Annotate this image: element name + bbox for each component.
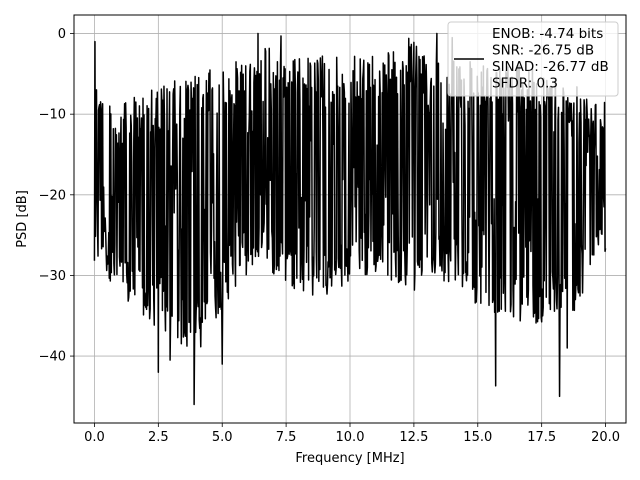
x-tick-label: 7.5	[276, 430, 297, 445]
y-axis-ticks: 0 −10 −20 −30 −40	[39, 27, 74, 365]
y-tick-label: −30	[39, 269, 66, 284]
y-tick-label: −20	[39, 188, 66, 203]
x-tick-label: 15.0	[463, 430, 492, 445]
x-axis-ticks: 0.0 2.5 5.0 7.5 10.0 12.5 15.0 17.5 20.0	[84, 423, 620, 445]
x-tick-label: 20.0	[591, 430, 620, 445]
x-axis-label: Frequency [MHz]	[295, 451, 404, 466]
legend-entry-sinad: SINAD: -26.77 dB	[492, 59, 609, 75]
y-tick-label: 0	[58, 27, 66, 42]
x-tick-label: 0.0	[84, 430, 105, 445]
legend-box	[447, 21, 619, 97]
y-axis-label: PSD [dB]	[15, 190, 30, 248]
x-tick-label: 2.5	[148, 430, 169, 445]
psd-trace-line	[93, 32, 607, 406]
legend-entry-sfdr: SFDR: 0.3	[492, 76, 558, 92]
x-tick-label: 5.0	[212, 430, 233, 445]
x-tick-label: 17.5	[527, 430, 556, 445]
psd-series	[93, 32, 607, 406]
legend: ENOB: -4.74 bits SNR: -26.75 dB SINAD: -…	[447, 21, 619, 97]
x-tick-label: 10.0	[336, 430, 365, 445]
x-tick-label: 12.5	[399, 430, 428, 445]
legend-entry-enob: ENOB: -4.74 bits	[492, 26, 603, 42]
legend-entry-snr: SNR: -26.75 dB	[492, 43, 594, 59]
y-tick-label: −10	[39, 108, 66, 123]
y-tick-label: −40	[39, 350, 66, 365]
